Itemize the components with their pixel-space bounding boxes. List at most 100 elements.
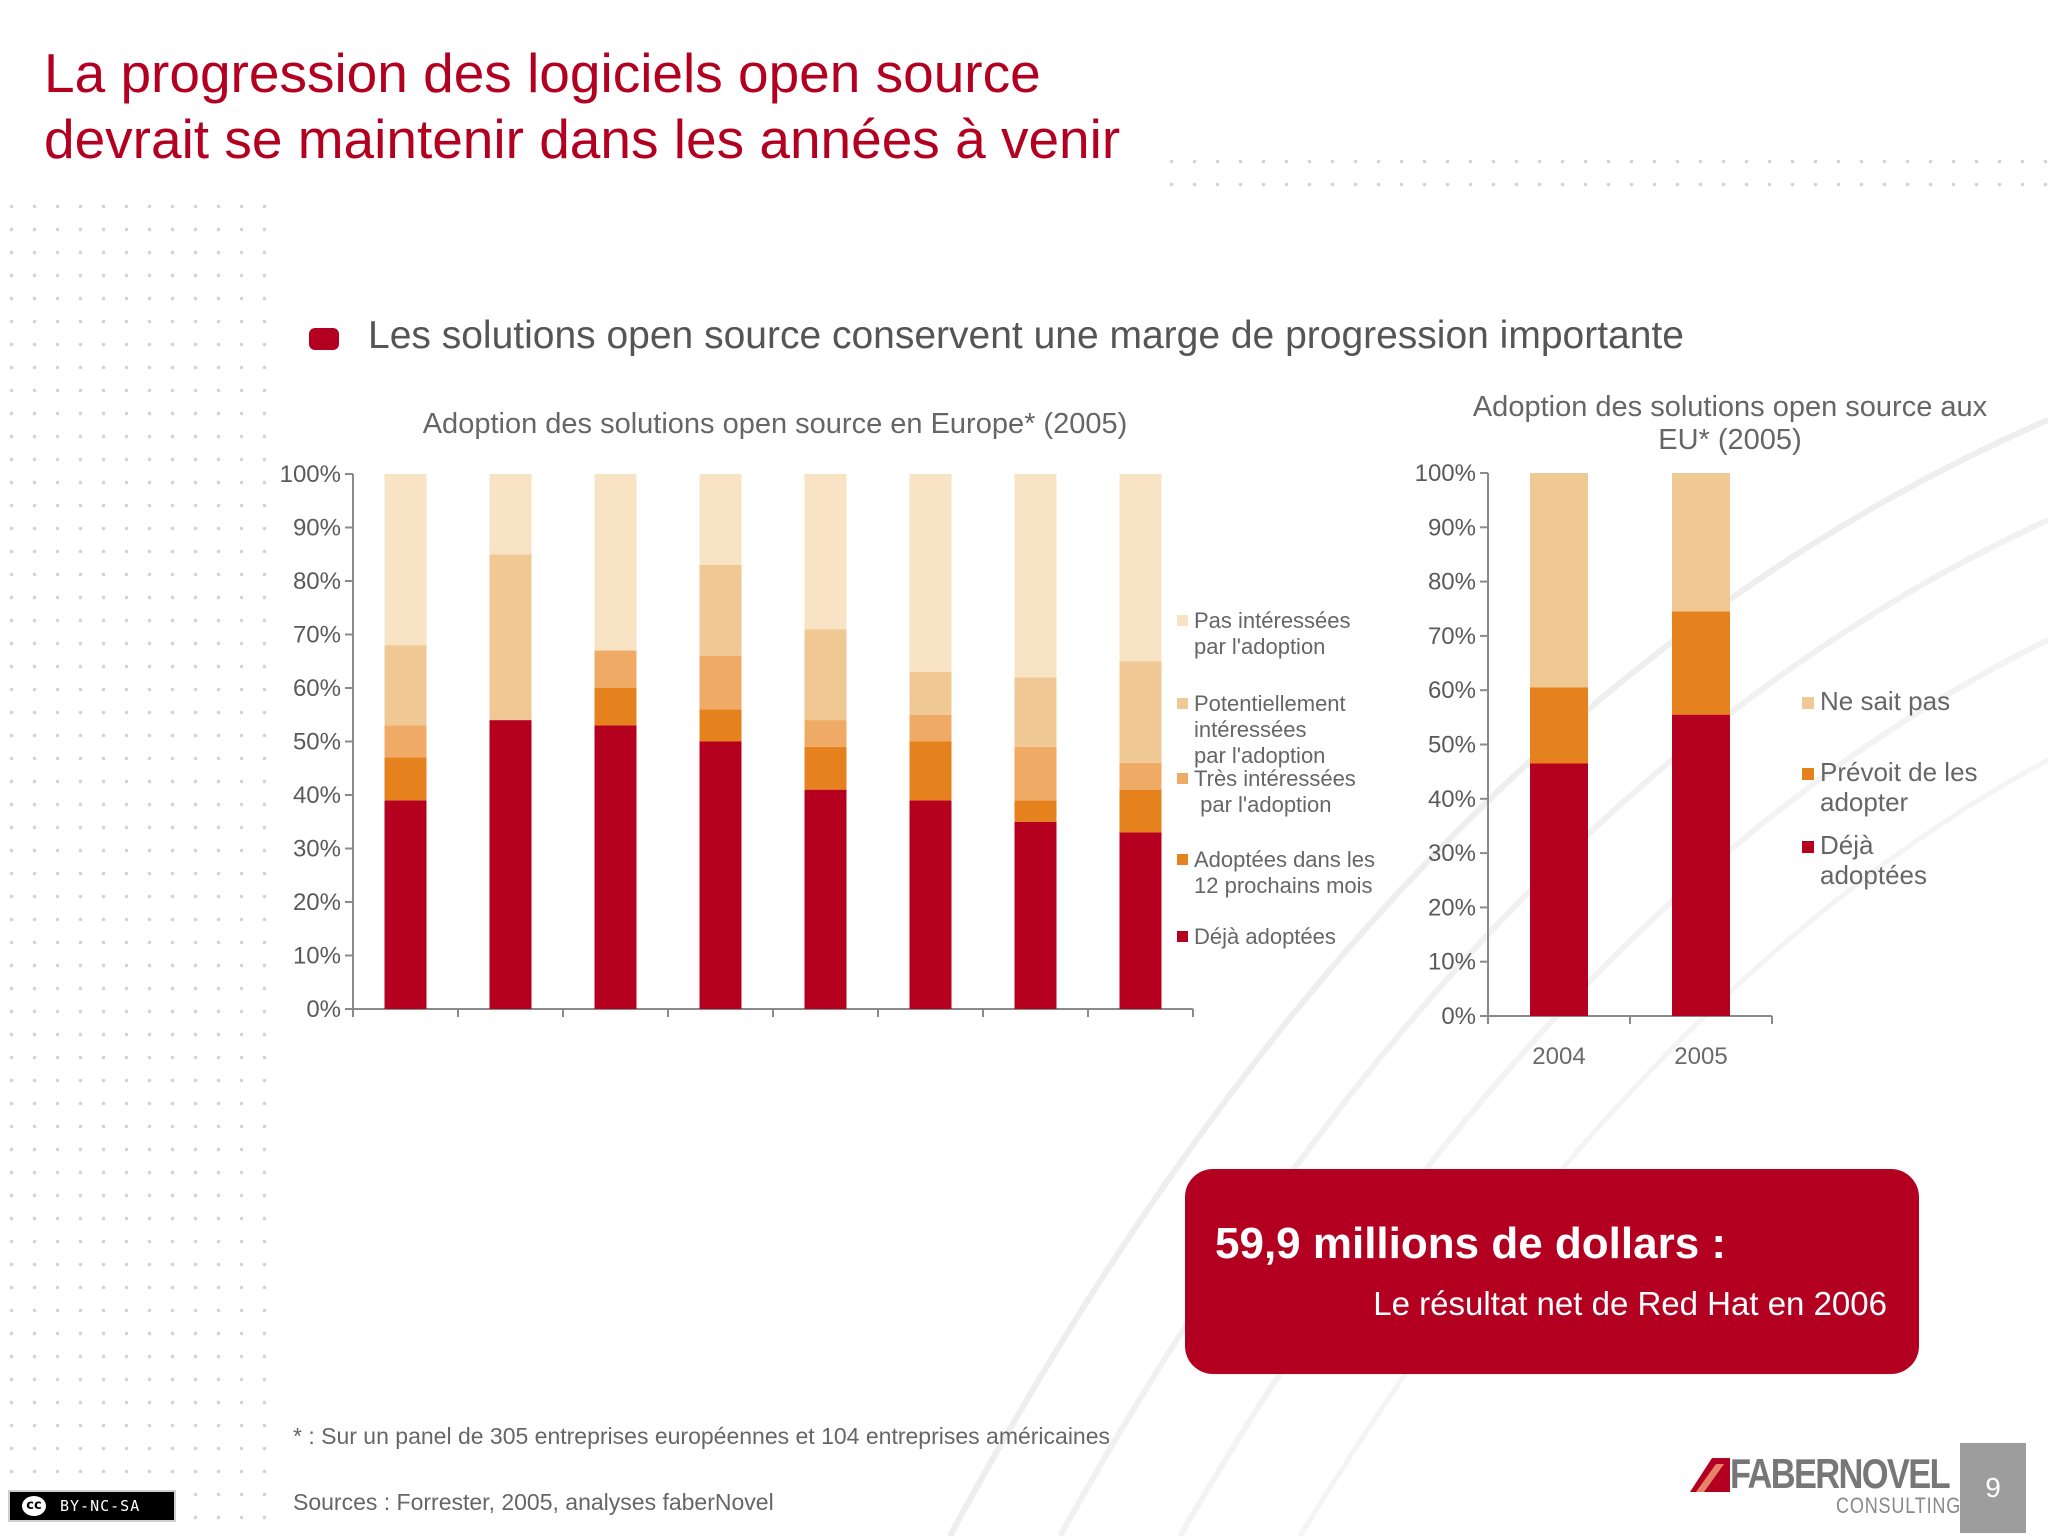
y-tick-label: 70% [293,622,341,649]
bar-segment [385,474,427,645]
bar-segment [1015,747,1057,801]
legend-swatch [1802,768,1814,780]
title-line-2: devrait se maintenir dans les années à v… [44,106,1120,172]
legend-swatch [1802,841,1814,853]
bar-segment [385,725,427,757]
y-tick-label: 100% [1415,460,1476,487]
legend-swatch [1177,931,1188,942]
bar-segment [1015,474,1057,677]
europe-chart-title: Adoption des solutions open source en Eu… [320,408,1230,441]
y-tick-label: 40% [293,782,341,809]
legend-label: Très intéressées par l'adoption [1194,766,1356,817]
y-tick-label: 50% [1428,732,1476,759]
bar-segment [700,656,742,710]
bar-segment [700,709,742,741]
legend-label: Ne sait pas [1820,686,1950,716]
y-tick-label: 60% [1428,677,1476,704]
callout-text: Le résultat net de Red Hat en 2006 [1373,1285,1887,1323]
y-tick-label: 20% [1428,894,1476,921]
bar-segment [910,715,952,742]
creative-commons-icon: cc [22,1496,46,1516]
y-tick-label: 40% [1428,786,1476,813]
bar-segment [385,758,427,801]
title-line-1: La progression des logiciels open source [44,40,1120,106]
x-category-label: 2005 [1674,1043,1727,1070]
bar-segment [910,672,952,715]
bar-segment [595,651,637,688]
bar-segment [595,474,637,651]
red-hat-callout: 59,9 millions de dollars : Le résultat n… [1185,1169,1919,1374]
legend-label: Déjà adoptées [1194,924,1336,949]
bar-segment [805,790,847,1009]
legend-label: Pas intéressées par l'adoption [1194,608,1351,659]
bar-segment [385,800,427,1009]
license-text: BY-NC-SA [60,1497,140,1515]
bar-segment [805,720,847,747]
y-tick-label: 0% [306,996,341,1023]
legend-label: Potentiellement intéressées par l'adoption [1194,691,1346,768]
bar-segment [805,747,847,790]
bar-segment [1015,677,1057,747]
bar-segment [490,554,532,720]
bar-segment [700,742,742,1010]
us-chart-title-line-1: Adoption des solutions open source aux [1440,391,2020,424]
y-tick-label: 90% [293,515,341,542]
legend-swatch [1177,773,1188,784]
legend-swatch [1802,697,1814,709]
bar-segment [1530,764,1588,1016]
bar-segment [1120,763,1162,790]
callout-headline: 59,9 millions de dollars : [1215,1219,1726,1269]
y-tick-label: 0% [1441,1003,1476,1030]
bar-segment [1015,822,1057,1009]
fabernovel-logo-icon [1690,1458,1730,1492]
y-tick-label: 90% [1428,514,1476,541]
y-tick-label: 20% [293,889,341,916]
y-tick-label: 30% [293,836,341,863]
bar-segment [1015,800,1057,821]
bar-segment [490,720,532,1009]
y-tick-label: 70% [1428,623,1476,650]
bar-segment [1120,832,1162,1009]
bar-segment [1120,474,1162,661]
slide-subtitle: Les solutions open source conservent une… [368,314,1684,358]
bar-segment [1120,661,1162,763]
fabernovel-logo-subtitle: CONSULTING [1836,1493,1961,1519]
y-tick-label: 80% [293,568,341,595]
y-tick-label: 80% [1428,569,1476,596]
footnote: * : Sur un panel de 305 entreprises euro… [293,1423,1110,1450]
us-adoption-chart: 0% 10% 20% 30% 40% 50% 60% 70% 80% 90% 100% 2004 200… [1390,440,2030,1120]
bar-segment [1120,790,1162,833]
legend-label: Adoptées dans les 12 prochains mois [1194,847,1375,898]
legend-swatch [1177,615,1188,626]
bar-segment [910,742,952,801]
bar-segment [910,474,952,672]
bar-segment [1672,611,1730,714]
bar-segment [910,800,952,1009]
bar-segment [385,645,427,725]
x-category-label: 2004 [1532,1043,1585,1070]
bar-segment [1530,687,1588,763]
legend-swatch [1177,698,1188,709]
bar-segment [700,565,742,656]
fabernovel-logo: FABERNOVEL [1730,1450,1949,1498]
page-number: 9 [1960,1443,2026,1533]
y-tick-label: 10% [1428,949,1476,976]
bar-segment [1530,473,1588,687]
license-badge: cc BY-NC-SA [8,1490,176,1522]
bar-segment [700,474,742,565]
legend-swatch [1177,854,1188,865]
y-tick-label: 60% [293,675,341,702]
bullet-icon [309,328,339,350]
y-tick-label: 30% [1428,840,1476,867]
bar-segment [1672,715,1730,1016]
bar-segment [1672,473,1730,611]
y-tick-label: 100% [280,461,341,488]
sources: Sources : Forrester, 2005, analyses fabe… [293,1489,774,1516]
y-tick-label: 10% [293,943,341,970]
bar-segment [805,629,847,720]
y-tick-label: 50% [293,729,341,756]
bar-segment [595,688,637,725]
legend-label: Déjà adoptées [1820,830,1927,890]
legend-label: Prévoit de les adopter [1820,757,1978,817]
